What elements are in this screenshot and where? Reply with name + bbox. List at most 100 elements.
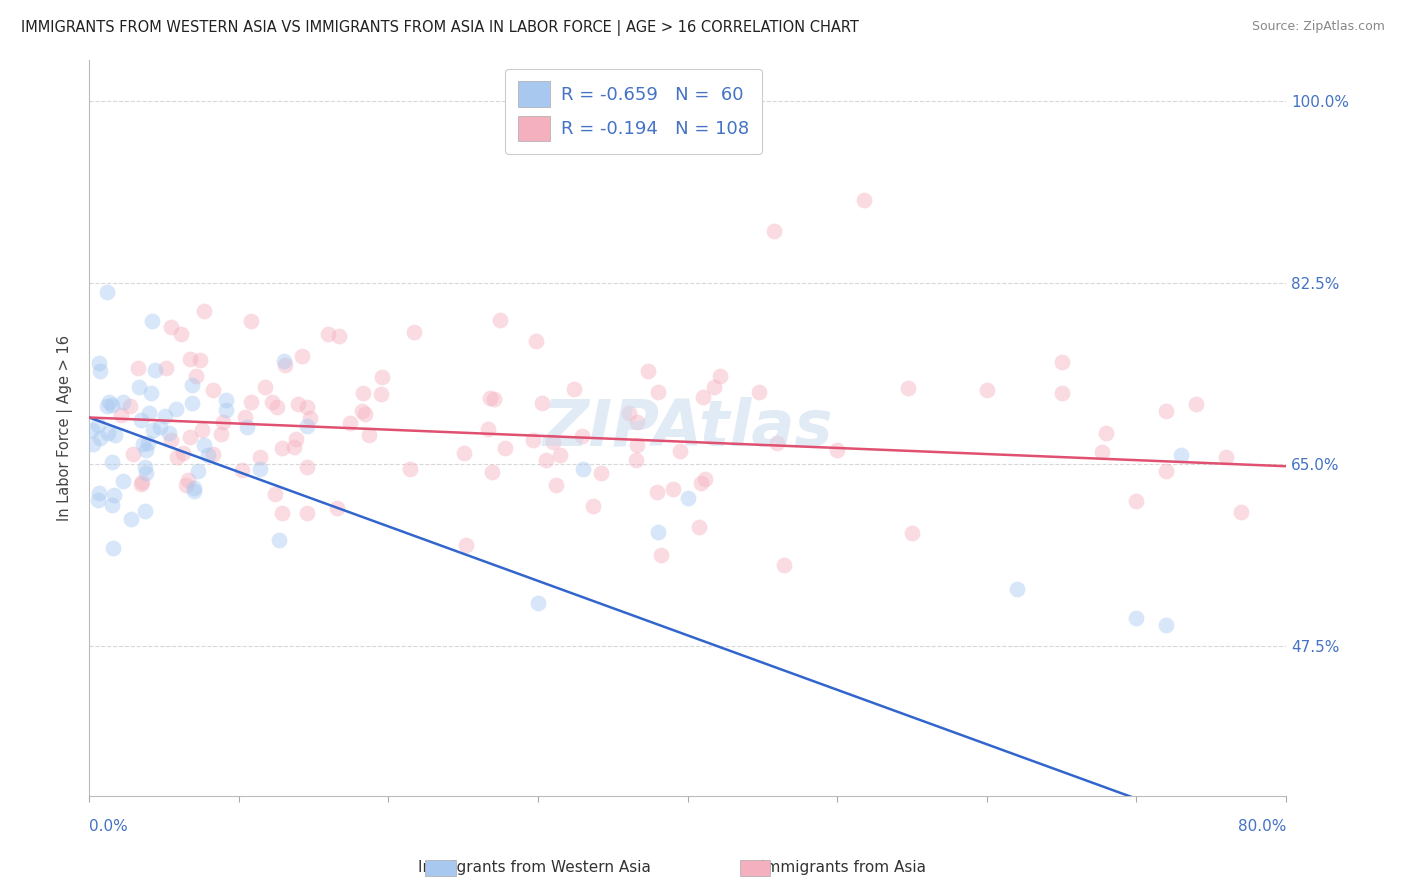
Point — [273, 353, 295, 368]
Point — [89, 356, 111, 370]
Point — [571, 429, 593, 443]
Point — [128, 380, 150, 394]
Point — [773, 558, 796, 572]
Point — [215, 392, 238, 407]
Point — [202, 383, 225, 397]
Point — [104, 427, 127, 442]
Point — [188, 352, 211, 367]
Point — [297, 418, 319, 433]
Point — [101, 455, 124, 469]
Point — [1125, 610, 1147, 624]
Point — [354, 408, 377, 422]
Point — [572, 462, 595, 476]
Point — [87, 417, 110, 432]
Point — [668, 444, 690, 458]
Point — [283, 440, 305, 454]
Point — [536, 452, 558, 467]
Point — [193, 438, 215, 452]
Point — [157, 425, 180, 440]
Point — [295, 506, 318, 520]
Point — [1005, 582, 1028, 597]
Point — [135, 466, 157, 480]
Point — [647, 384, 669, 399]
Point — [135, 442, 157, 457]
Point — [688, 520, 710, 534]
Point — [180, 377, 202, 392]
Point — [328, 329, 350, 343]
Point — [98, 395, 121, 409]
Point — [240, 314, 263, 328]
Point — [172, 446, 194, 460]
Point — [149, 420, 172, 434]
Text: IMMIGRANTS FROM WESTERN ASIA VS IMMIGRANTS FROM ASIA IN LABOR FORCE | AGE > 16 C: IMMIGRANTS FROM WESTERN ASIA VS IMMIGRAN… — [21, 20, 859, 36]
Point — [1095, 425, 1118, 440]
Point — [617, 406, 640, 420]
Point — [82, 436, 104, 450]
Point — [180, 395, 202, 409]
Point — [179, 430, 201, 444]
Point — [127, 361, 149, 376]
Point — [264, 487, 287, 501]
Point — [350, 403, 373, 417]
Point — [249, 450, 271, 465]
Point — [101, 398, 124, 412]
Point — [690, 476, 713, 491]
Point — [80, 423, 103, 437]
Point — [271, 506, 294, 520]
Point — [202, 447, 225, 461]
Point — [274, 358, 297, 372]
Point — [1170, 448, 1192, 462]
Point — [404, 325, 426, 339]
Point — [89, 432, 111, 446]
Point — [650, 549, 672, 563]
Point — [548, 448, 571, 462]
Point — [111, 395, 134, 409]
Point — [562, 383, 585, 397]
Point — [209, 427, 232, 442]
Point — [183, 484, 205, 499]
Point — [266, 400, 288, 414]
Point — [260, 395, 283, 409]
Point — [316, 326, 339, 341]
Point — [399, 462, 422, 476]
Point — [1091, 445, 1114, 459]
Point — [647, 484, 669, 499]
Point — [129, 476, 152, 491]
Point — [215, 403, 238, 417]
Point — [165, 401, 187, 416]
Point — [254, 380, 277, 394]
Point — [236, 419, 259, 434]
Point — [1230, 505, 1253, 519]
Point — [97, 425, 120, 440]
Point — [134, 460, 156, 475]
Point — [527, 596, 550, 610]
Point — [494, 441, 516, 455]
Point — [121, 447, 143, 461]
Point — [489, 313, 512, 327]
Point — [134, 504, 156, 518]
Point — [763, 224, 786, 238]
Point — [626, 453, 648, 467]
Point — [541, 435, 564, 450]
Point — [591, 466, 613, 480]
Point — [138, 406, 160, 420]
Point — [692, 390, 714, 404]
Point — [297, 459, 319, 474]
Point — [766, 436, 789, 450]
Text: ZIPAtlas: ZIPAtlas — [543, 397, 832, 458]
Point — [626, 415, 648, 429]
Point — [481, 466, 503, 480]
Point — [120, 400, 142, 414]
Point — [269, 533, 291, 547]
Point — [111, 474, 134, 488]
Point — [748, 385, 770, 400]
Point — [131, 413, 153, 427]
Point — [177, 474, 200, 488]
Point — [647, 524, 669, 539]
Point — [371, 370, 394, 384]
Point — [284, 432, 307, 446]
Point — [339, 416, 361, 430]
Y-axis label: In Labor Force | Age > 16: In Labor Force | Age > 16 — [58, 334, 73, 521]
Point — [87, 492, 110, 507]
Point — [1215, 450, 1237, 464]
